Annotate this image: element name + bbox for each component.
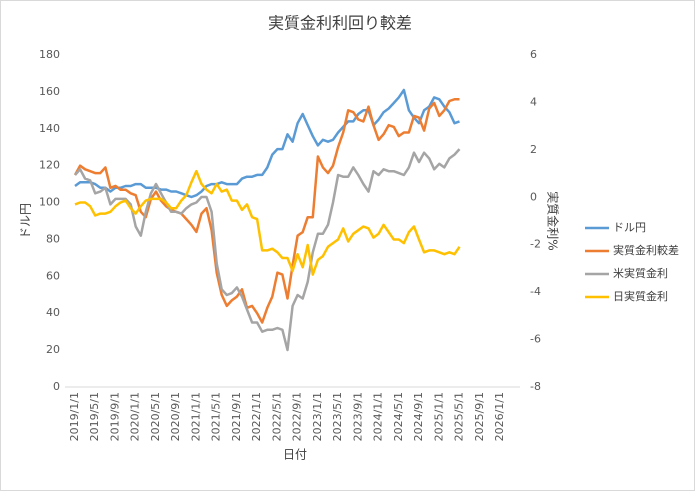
x-tick-label: 2022/1/1 (250, 392, 263, 441)
y-tick-label: 40 (46, 306, 60, 319)
chart-title: 実質金利利回り較差 (268, 14, 412, 33)
legend-label: ドル円 (613, 221, 646, 234)
y2-tick-label: 0 (530, 190, 537, 203)
x-tick-label: 2024/5/1 (392, 392, 405, 441)
x-tick-label: 2023/9/1 (351, 392, 364, 441)
x-axis-title: 日付 (283, 448, 307, 462)
x-tick-label: 2019/5/1 (88, 392, 101, 441)
x-tick-label: 2023/5/1 (331, 392, 344, 441)
x-tick-label: 2025/5/1 (453, 392, 466, 441)
y-tick-label: 180 (39, 48, 60, 61)
series-line (73, 98, 460, 324)
x-tick-label: 2021/9/1 (230, 392, 243, 441)
x-tick-label: 2026/1/1 (493, 392, 506, 441)
y2-tick-label: -8 (530, 380, 541, 393)
y2-tick-label: 2 (530, 143, 537, 156)
x-tick-label: 2020/1/1 (129, 392, 142, 441)
y2-tick-label: 4 (530, 95, 537, 108)
x-tick-label: 2019/1/1 (68, 392, 81, 441)
series-line (74, 88, 460, 199)
y-tick-label: 100 (39, 196, 60, 209)
x-tick-label: 2020/9/1 (169, 392, 182, 441)
x-tick-label: 2022/9/1 (291, 392, 304, 441)
x-tick-label: 2025/1/1 (432, 392, 445, 441)
legend-label: 米実質金利 (613, 266, 668, 280)
x-tick-label: 2020/5/1 (149, 392, 162, 441)
x-tick-label: 2024/1/1 (372, 392, 385, 441)
y-tick-label: 140 (39, 122, 60, 135)
y-tick-label: 20 (46, 343, 60, 356)
legend-label: 日実質金利 (613, 289, 668, 303)
y2-tick-label: -6 (530, 333, 541, 346)
y2-tick-label: -2 (530, 238, 541, 251)
x-tick-label: 2025/9/1 (473, 392, 486, 441)
y-tick-label: 80 (46, 232, 60, 245)
y2-tick-label: 6 (530, 48, 537, 61)
y-tick-label: 60 (46, 269, 60, 282)
x-tick-label: 2021/5/1 (210, 392, 223, 441)
series-line (74, 169, 461, 276)
y-axis-title: ドル円 (19, 203, 33, 239)
y2-axis-title: 実質金利% (546, 191, 561, 250)
y-tick-label: 160 (39, 85, 60, 98)
x-tick-label: 2022/5/1 (270, 392, 283, 441)
x-tick-label: 2024/9/1 (412, 392, 425, 441)
legend-label: 実質金利較差 (613, 243, 679, 257)
x-tick-label: 2019/9/1 (108, 392, 121, 441)
x-tick-label: 2021/1/1 (189, 392, 202, 441)
y-tick-label: 120 (39, 159, 60, 172)
y-tick-label: 0 (53, 380, 60, 393)
y2-tick-label: -4 (530, 285, 541, 298)
series-line (74, 148, 461, 352)
x-tick-label: 2023/1/1 (311, 392, 324, 441)
